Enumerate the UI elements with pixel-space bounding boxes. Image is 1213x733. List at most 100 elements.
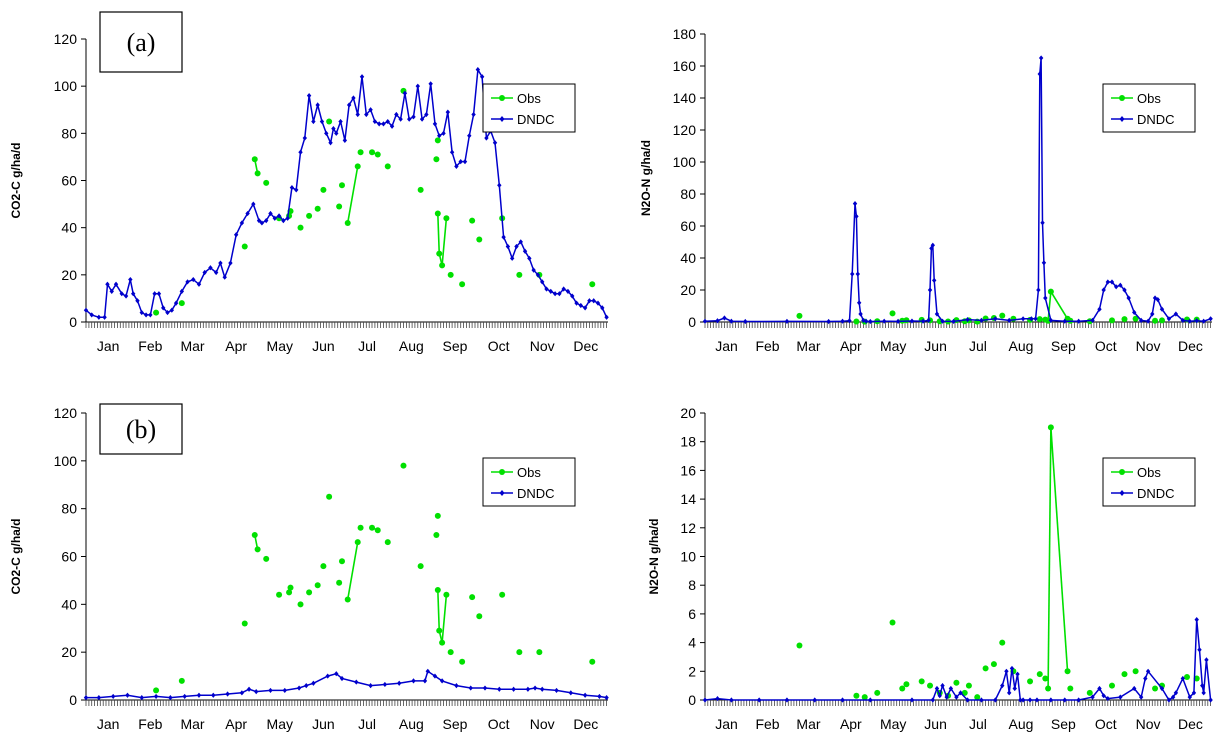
obs-point	[589, 281, 596, 288]
legend-label-dndc: DNDC	[1137, 112, 1175, 127]
x-tick-label: Nov	[530, 716, 555, 732]
dndc-marker	[239, 690, 245, 696]
y-tick-label: 6	[688, 606, 696, 622]
dndc-marker	[259, 220, 265, 226]
dndc-marker	[1201, 690, 1206, 696]
y-tick-label: 12	[680, 520, 696, 536]
obs-point	[918, 678, 925, 685]
obs-point	[1158, 317, 1165, 324]
obs-point	[476, 236, 483, 243]
dndc-marker	[561, 286, 566, 292]
y-axis-title: N2O-N g/ha/d	[647, 518, 661, 594]
dndc-marker	[604, 314, 609, 320]
obs-link-line	[346, 166, 359, 224]
dndc-marker	[109, 288, 114, 294]
dndc-marker	[128, 276, 133, 283]
dndc-marker	[152, 291, 157, 297]
panel-tag-label: (b)	[126, 415, 156, 444]
dndc-marker	[425, 668, 431, 674]
dndc-marker	[334, 130, 339, 136]
dndc-marker	[979, 317, 984, 323]
dndc-marker	[540, 686, 545, 692]
dndc-marker	[1097, 306, 1102, 312]
dndc-marker	[937, 693, 942, 699]
dndc-marker	[130, 291, 136, 297]
dndc-marker	[222, 274, 227, 280]
dndc-marker	[1194, 318, 1199, 324]
dndc-marker	[315, 102, 320, 108]
chart-panel-4: 0 2 4 6 8 10 12 14 16 18 20 Jan Feb Mar Apr May Jun Jul Au…	[647, 405, 1213, 732]
dndc-marker	[948, 685, 954, 692]
dndc-marker	[582, 692, 588, 698]
dndc-marker	[868, 697, 873, 703]
dndc-marker	[304, 683, 309, 689]
dndc-marker	[930, 697, 936, 703]
x-tick-label: Oct	[1095, 716, 1117, 732]
dndc-marker	[289, 184, 295, 191]
dndc-marker	[840, 697, 845, 703]
dndc-marker	[1101, 693, 1106, 699]
obs-point	[276, 591, 283, 598]
x-tick-label: Apr	[225, 716, 247, 732]
dndc-marker	[1208, 697, 1213, 703]
series-obs	[153, 462, 596, 694]
obs-link-line	[437, 213, 441, 254]
legend-marker-dndc	[499, 116, 505, 122]
dndc-marker	[161, 305, 166, 311]
dndc-marker	[338, 118, 343, 125]
y-tick-label: 80	[61, 125, 77, 141]
dndc-marker	[1090, 317, 1095, 323]
dndc-marker	[856, 300, 862, 306]
dndc-marker	[368, 683, 373, 689]
x-tick-label: Jan	[715, 716, 738, 732]
y-tick-label: 160	[673, 58, 697, 74]
dndc-marker	[1033, 316, 1038, 322]
obs-point	[354, 539, 361, 546]
dndc-marker	[1038, 55, 1044, 61]
dndc-marker	[306, 93, 312, 99]
obs-point	[344, 219, 351, 226]
legend-box	[482, 83, 576, 133]
dndc-marker	[96, 314, 102, 320]
obs-point	[287, 584, 294, 591]
obs-point	[306, 589, 313, 596]
dndc-marker	[881, 318, 887, 324]
obs-point	[903, 681, 910, 688]
x-tick-label: Sep	[443, 338, 468, 354]
obs-point	[1047, 424, 1054, 431]
panel-tag-box	[99, 11, 183, 73]
y-tick-label: 40	[61, 596, 77, 612]
panel-tag-box	[99, 403, 183, 455]
y-tick-label: 0	[688, 314, 696, 330]
dndc-marker	[462, 159, 468, 165]
dndc-marker	[331, 126, 336, 132]
dndc-marker	[1029, 316, 1034, 322]
dndc-marker	[1187, 694, 1192, 700]
x-tick-label: Jul	[358, 716, 376, 732]
x-tick-label: Dec	[573, 716, 598, 732]
dndc-marker	[1201, 318, 1206, 324]
dndc-marker	[397, 680, 402, 686]
dndc-marker	[346, 102, 352, 108]
dndc-marker	[855, 271, 860, 277]
y-tick-label: 18	[680, 434, 696, 450]
dndc-marker	[1150, 311, 1155, 317]
obs-point	[434, 512, 441, 519]
dndc-marker	[531, 267, 536, 273]
dndc-marker	[285, 215, 290, 221]
obs-point	[1132, 668, 1139, 675]
dndc-marker	[439, 678, 445, 684]
x-tick-label: Mar	[180, 338, 204, 354]
dndc-marker	[522, 248, 528, 254]
obs-point	[1042, 675, 1049, 682]
x-tick-label: Aug	[1009, 716, 1034, 732]
obs-point	[344, 596, 351, 603]
series-dndc	[702, 617, 1213, 703]
dndc-marker	[604, 695, 609, 701]
y-tick-label: 140	[673, 90, 697, 106]
dndc-marker	[245, 210, 250, 217]
dndc-marker	[479, 74, 485, 80]
obs-point	[953, 679, 960, 686]
y-tick-label: 80	[61, 501, 77, 517]
dndc-marker	[311, 680, 316, 686]
